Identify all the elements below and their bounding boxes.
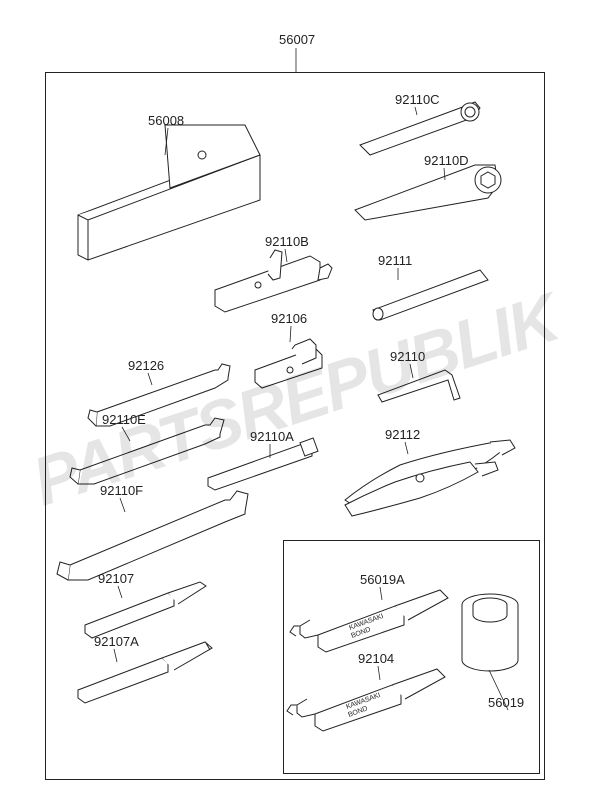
part-label-56019: 56019 bbox=[488, 695, 524, 710]
part-label-56008: 56008 bbox=[148, 113, 184, 128]
part-label-92110D: 92110D bbox=[424, 153, 469, 168]
screwdriver-92107a bbox=[78, 642, 212, 703]
part-label-92126: 92126 bbox=[128, 358, 164, 373]
part-label-92104: 92104 bbox=[358, 651, 394, 666]
grip-92106 bbox=[255, 339, 322, 388]
part-label-92110A: 92110A bbox=[250, 429, 294, 444]
pliers bbox=[345, 440, 515, 516]
part-label-56019A: 56019A bbox=[360, 572, 405, 587]
part-label-92107: 92107 bbox=[98, 571, 134, 586]
part-label-92111: 92111 bbox=[378, 253, 412, 268]
screwdriver-92107 bbox=[85, 582, 206, 638]
wrench-92110e bbox=[70, 418, 224, 484]
bar-92111 bbox=[373, 270, 488, 320]
part-label-92110B: 92110B bbox=[265, 234, 309, 249]
part-label-92112: 92112 bbox=[385, 427, 420, 442]
tool-bag bbox=[78, 125, 260, 260]
part-label-92110: 92110 bbox=[390, 349, 425, 364]
part-label-92110E: 92110E bbox=[102, 412, 146, 427]
cylinder-56019 bbox=[462, 594, 518, 671]
part-label-92106: 92106 bbox=[271, 311, 307, 326]
part-label-92110F: 92110F bbox=[100, 483, 143, 498]
tool-92110a bbox=[208, 438, 318, 490]
hex-key bbox=[378, 370, 460, 402]
part-label-92107A: 92107A bbox=[94, 634, 139, 649]
part-label-92110C: 92110C bbox=[395, 92, 440, 107]
diagram-svg: KAWASAKI BOND KAWASAKI BOND bbox=[0, 0, 589, 799]
wrench-92110c bbox=[360, 102, 480, 155]
wrench-92110f bbox=[57, 491, 248, 580]
spark-plug-wrench bbox=[215, 250, 332, 312]
wrench-92110d bbox=[355, 165, 501, 220]
